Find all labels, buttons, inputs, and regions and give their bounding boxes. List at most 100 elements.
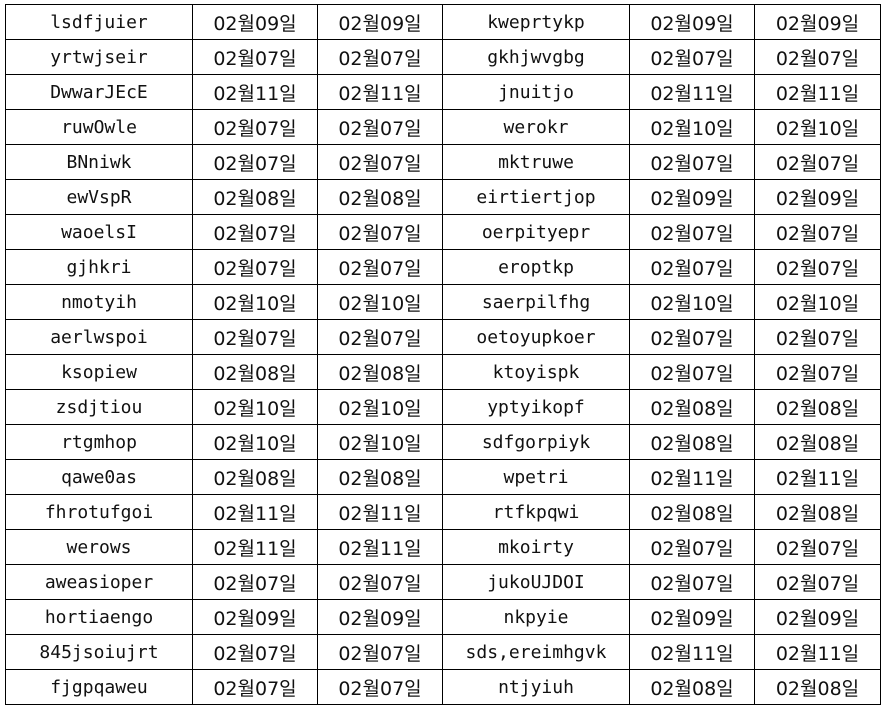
date-cell[interactable]: 02월07일 [192, 39, 318, 75]
date-cell[interactable]: 02월08일 [317, 179, 443, 215]
date-cell[interactable]: 02월08일 [629, 669, 755, 705]
date-cell[interactable]: 02월09일 [629, 599, 755, 635]
date-cell[interactable]: 02월10일 [754, 109, 881, 145]
name-cell[interactable]: fjgpqaweu [5, 669, 193, 705]
date-cell[interactable]: 02월09일 [192, 4, 318, 40]
date-cell[interactable]: 02월07일 [317, 634, 443, 670]
date-cell[interactable]: 02월07일 [754, 144, 881, 180]
date-cell[interactable]: 02월08일 [192, 354, 318, 390]
date-cell[interactable]: 02월09일 [754, 179, 881, 215]
date-cell[interactable]: 02월10일 [317, 424, 443, 460]
date-cell[interactable]: 02월10일 [754, 284, 881, 320]
name-cell[interactable]: rtfkpqwi [442, 494, 630, 530]
date-cell[interactable]: 02월08일 [754, 389, 881, 425]
date-cell[interactable]: 02월07일 [317, 109, 443, 145]
date-cell[interactable]: 02월08일 [629, 424, 755, 460]
date-cell[interactable]: 02월07일 [629, 354, 755, 390]
date-cell[interactable]: 02월07일 [754, 214, 881, 250]
date-cell[interactable]: 02월07일 [192, 634, 318, 670]
name-cell[interactable]: jukoUJDOI [442, 564, 630, 600]
date-cell[interactable]: 02월09일 [754, 4, 881, 40]
date-cell[interactable]: 02월07일 [754, 564, 881, 600]
date-cell[interactable]: 02월10일 [317, 389, 443, 425]
name-cell[interactable]: kweprtykp [442, 4, 630, 40]
date-cell[interactable]: 02월11일 [754, 459, 881, 495]
date-cell[interactable]: 02월11일 [754, 634, 881, 670]
date-cell[interactable]: 02월09일 [629, 4, 755, 40]
name-cell[interactable]: gjhkri [5, 249, 193, 285]
date-cell[interactable]: 02월07일 [192, 319, 318, 355]
date-cell[interactable]: 02월07일 [192, 669, 318, 705]
date-cell[interactable]: 02월09일 [317, 599, 443, 635]
date-cell[interactable]: 02월07일 [629, 249, 755, 285]
date-cell[interactable]: 02월08일 [317, 354, 443, 390]
date-cell[interactable]: 02월11일 [754, 74, 881, 110]
date-cell[interactable]: 02월11일 [192, 494, 318, 530]
date-cell[interactable]: 02월08일 [754, 669, 881, 705]
date-cell[interactable]: 02월09일 [754, 599, 881, 635]
date-cell[interactable]: 02월11일 [629, 459, 755, 495]
date-cell[interactable]: 02월08일 [629, 494, 755, 530]
name-cell[interactable]: werows [5, 529, 193, 565]
date-cell[interactable]: 02월10일 [629, 284, 755, 320]
date-cell[interactable]: 02월11일 [192, 74, 318, 110]
name-cell[interactable]: werokr [442, 109, 630, 145]
date-cell[interactable]: 02월08일 [629, 389, 755, 425]
date-cell[interactable]: 02월09일 [317, 4, 443, 40]
name-cell[interactable]: lsdfjuier [5, 4, 193, 40]
date-cell[interactable]: 02월11일 [629, 74, 755, 110]
date-cell[interactable]: 02월10일 [192, 424, 318, 460]
date-cell[interactable]: 02월07일 [192, 249, 318, 285]
name-cell[interactable]: ewVspR [5, 179, 193, 215]
date-cell[interactable]: 02월07일 [754, 354, 881, 390]
name-cell[interactable]: aweasioper [5, 564, 193, 600]
date-cell[interactable]: 02월08일 [754, 494, 881, 530]
name-cell[interactable]: gkhjwvgbg [442, 39, 630, 75]
name-cell[interactable]: nmotyih [5, 284, 193, 320]
name-cell[interactable]: ruwOwle [5, 109, 193, 145]
name-cell[interactable]: BNniwk [5, 144, 193, 180]
name-cell[interactable]: sds,ereimhgvk [442, 634, 630, 670]
name-cell[interactable]: jnuitjo [442, 74, 630, 110]
name-cell[interactable]: qawe0as [5, 459, 193, 495]
date-cell[interactable]: 02월07일 [192, 564, 318, 600]
date-cell[interactable]: 02월10일 [192, 284, 318, 320]
name-cell[interactable]: eroptkp [442, 249, 630, 285]
date-cell[interactable]: 02월07일 [317, 564, 443, 600]
name-cell[interactable]: ntjyiuh [442, 669, 630, 705]
name-cell[interactable]: zsdjtiou [5, 389, 193, 425]
date-cell[interactable]: 02월08일 [192, 459, 318, 495]
name-cell[interactable]: yptyikopf [442, 389, 630, 425]
date-cell[interactable]: 02월07일 [317, 144, 443, 180]
name-cell[interactable]: wpetri [442, 459, 630, 495]
name-cell[interactable]: saerpilfhg [442, 284, 630, 320]
date-cell[interactable]: 02월07일 [317, 249, 443, 285]
name-cell[interactable]: hortiaengo [5, 599, 193, 635]
date-cell[interactable]: 02월07일 [629, 39, 755, 75]
name-cell[interactable]: waoelsI [5, 214, 193, 250]
name-cell[interactable]: sdfgorpiyk [442, 424, 630, 460]
name-cell[interactable]: fhrotufgoi [5, 494, 193, 530]
date-cell[interactable]: 02월08일 [317, 459, 443, 495]
date-cell[interactable]: 02월10일 [629, 109, 755, 145]
date-cell[interactable]: 02월07일 [629, 214, 755, 250]
name-cell[interactable]: oerpityepr [442, 214, 630, 250]
date-cell[interactable]: 02월07일 [629, 564, 755, 600]
date-cell[interactable]: 02월07일 [754, 249, 881, 285]
name-cell[interactable]: DwwarJEcE [5, 74, 193, 110]
date-cell[interactable]: 02월11일 [629, 634, 755, 670]
name-cell[interactable]: aerlwspoi [5, 319, 193, 355]
name-cell[interactable]: mkoirty [442, 529, 630, 565]
date-cell[interactable]: 02월07일 [192, 109, 318, 145]
date-cell[interactable]: 02월09일 [192, 599, 318, 635]
date-cell[interactable]: 02월11일 [192, 529, 318, 565]
date-cell[interactable]: 02월11일 [317, 494, 443, 530]
date-cell[interactable]: 02월07일 [754, 319, 881, 355]
date-cell[interactable]: 02월07일 [754, 39, 881, 75]
name-cell[interactable]: nkpyie [442, 599, 630, 635]
date-cell[interactable]: 02월07일 [317, 214, 443, 250]
date-cell[interactable]: 02월08일 [754, 424, 881, 460]
date-cell[interactable]: 02월07일 [629, 319, 755, 355]
date-cell[interactable]: 02월10일 [317, 284, 443, 320]
date-cell[interactable]: 02월07일 [754, 529, 881, 565]
